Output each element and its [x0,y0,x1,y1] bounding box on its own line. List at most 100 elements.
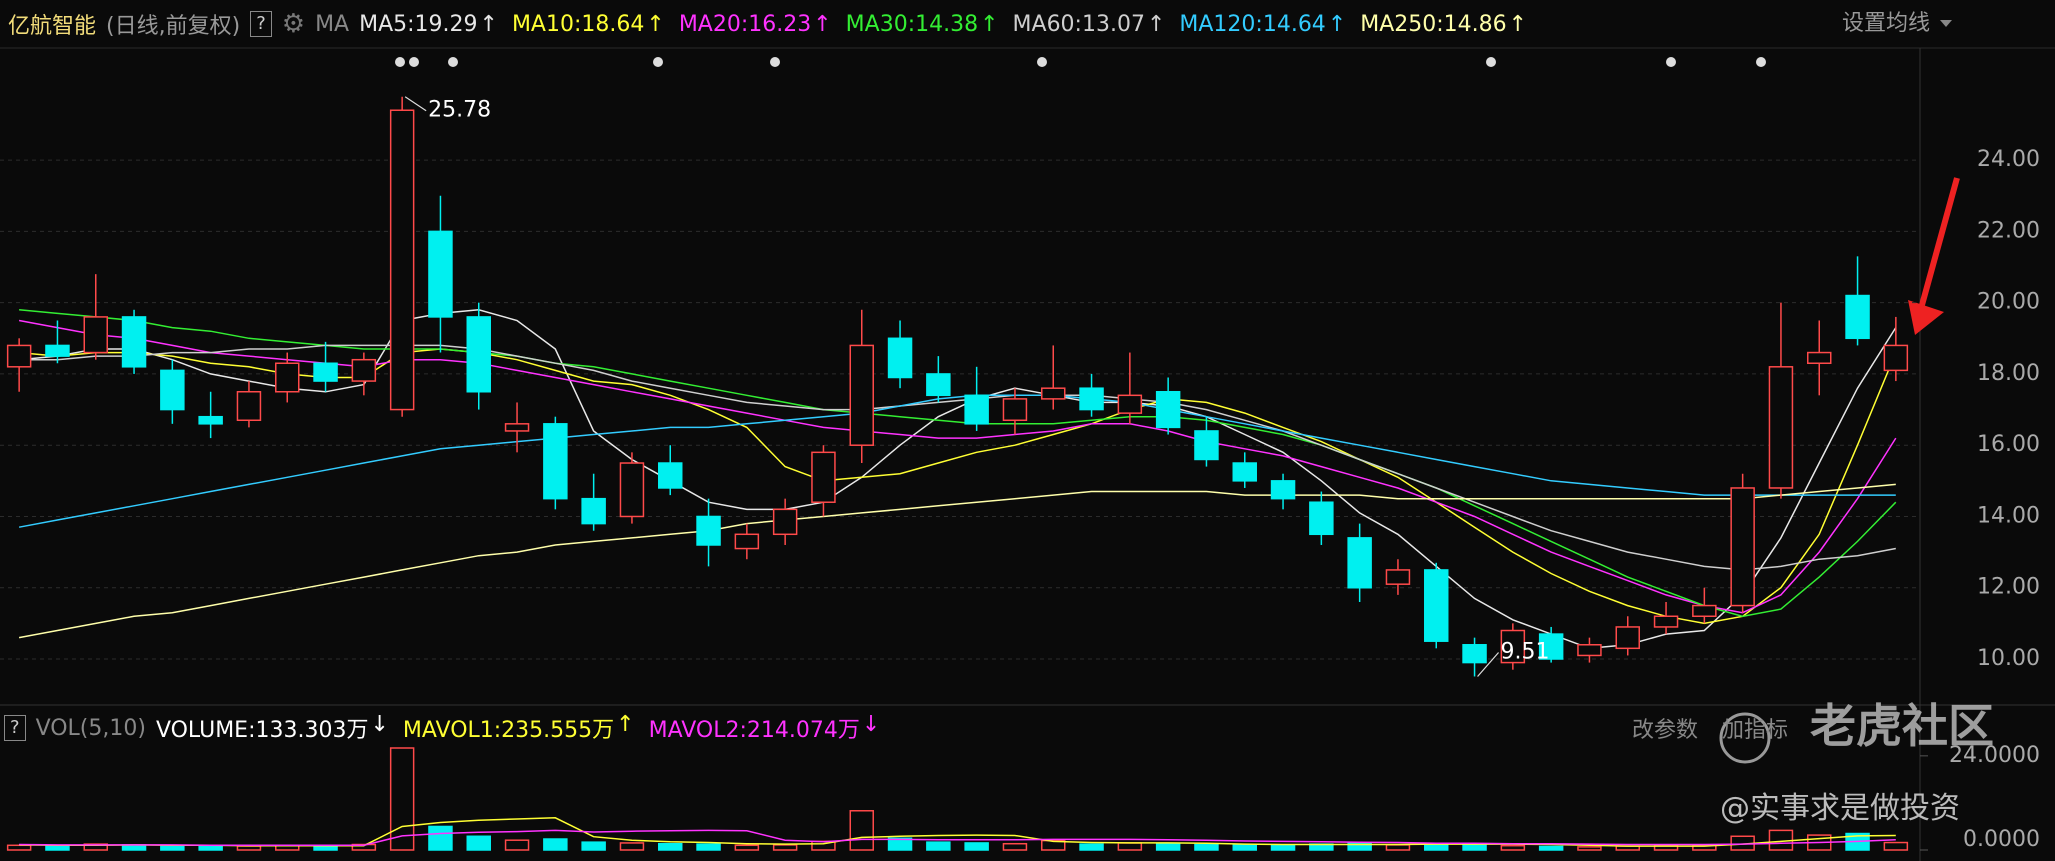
volume-bar [313,845,338,851]
candle-body [466,316,491,393]
volume-bar [696,843,721,851]
volume-bar [581,841,606,851]
y-tick-label: 12.00 [1977,575,2040,600]
volume-bar [1538,845,1564,851]
candle-body [1653,615,1679,628]
legend-arrow: ↑ [1327,11,1347,37]
legend-arrow: ↑ [646,11,665,37]
volume-bar [428,825,453,851]
red-arrow [1908,177,1960,335]
settings[interactable]: 设置均线 [1842,11,1930,36]
legend-label: MA30:14.38 [845,11,979,37]
edit-params[interactable]: 改参数 [1632,718,1699,743]
add-indicator[interactable]: 加指标 [1722,718,1789,743]
gear-icon[interactable]: ⚙ [281,9,306,39]
volume-bar [236,845,262,851]
y-tick-label: 18.00 [1977,361,2040,386]
volume-bar [45,845,70,851]
volume-bar [849,810,874,851]
y-tick-label: 20.00 [1977,290,2040,315]
candle-body [1845,294,1870,340]
legend-arrow: ↑ [813,11,832,37]
volume-bar [6,844,32,851]
legend-arrow: ↑ [616,712,635,737]
candle-body [1347,537,1372,589]
candle-body [1041,387,1066,400]
volume-bar [160,844,185,851]
y-tick-label: 24.00 [1977,147,2040,172]
volume-bar [1117,842,1143,851]
dropdown-caret [1940,20,1952,27]
volume-bar [504,839,530,851]
legend-label: MA60:13.07 [1012,11,1145,37]
volume-bar [1883,841,1909,851]
candle-body [313,362,338,382]
annotation-pointer [1477,652,1500,677]
volume-bar [887,837,913,851]
legend-arrow: ↑ [980,11,999,37]
ma-line [19,344,1896,571]
candle-body [1117,394,1143,414]
candle-body [1309,501,1334,536]
y-tick-label: 22.00 [1977,218,2040,243]
candle-body [504,423,530,432]
volume-bar [1194,843,1219,851]
candle-body [121,316,147,368]
help[interactable]: ? [250,11,272,37]
candle-body [619,462,645,518]
candle-body [351,358,377,382]
volume-bar [1500,844,1526,851]
candle-body [1768,366,1794,489]
ma-line [18,319,1897,614]
candle-body [6,344,32,368]
candle-body [696,515,721,546]
volume-bar [389,747,415,851]
price-header: 亿航智能 (日线,前复权) ? ⚙ MA MA5:19.29 ↑ MA10:18.6… [8,8,1551,40]
candle-body [275,362,300,393]
candle-body [1500,629,1526,664]
candle-body [926,373,951,397]
y-tick-label: 16.00 [1977,432,2040,457]
legend-label: MA20:16.23 [678,11,812,37]
stock-name: 亿航智能 [8,14,97,39]
candle-body [811,451,836,503]
author: @实事求是做投资 [1720,791,1960,826]
volume-bar [1270,844,1296,851]
volume-bar [658,842,683,851]
legend-label: MA250:14.86 [1360,11,1507,37]
vol-label: VOL(5,10) [35,715,146,741]
event-markers [395,57,1766,67]
candle-body [1194,430,1219,461]
help[interactable]: ? [4,715,26,741]
volume-header: ? VOL(5,10) VOLUME:133.303万 ↓ MAVOL1:235.5… [4,712,904,744]
candle-body [734,533,760,550]
candle-body [1730,487,1755,607]
volume-bar [466,835,491,851]
volume-bar [772,844,798,851]
volume-bar [734,844,760,851]
legend-arrow: ↑ [1146,11,1166,37]
candle-body [83,316,108,354]
annotation-pointer [404,96,427,112]
volume-bar [1385,844,1411,851]
volume-bar [351,843,377,851]
candle-body [1538,633,1564,660]
legend-arrow: ↑ [1508,11,1528,37]
candle-body [1883,344,1909,372]
candle-body [658,462,683,489]
watermark: 老虎社区 [1810,699,1994,753]
volume-bar [83,843,108,851]
volume-bar [964,842,989,851]
annotation: 25.78 [428,98,491,123]
watermark-logo [1719,712,1771,764]
period: (日线,前复权) [106,14,241,39]
candle-body [428,230,453,318]
candle-body [236,391,262,422]
ma-line [19,309,1897,618]
legend-label: MA10:18.64 [511,11,645,37]
candle-body [160,369,185,411]
volume-bar [1155,842,1181,851]
ma-line [18,483,1896,639]
